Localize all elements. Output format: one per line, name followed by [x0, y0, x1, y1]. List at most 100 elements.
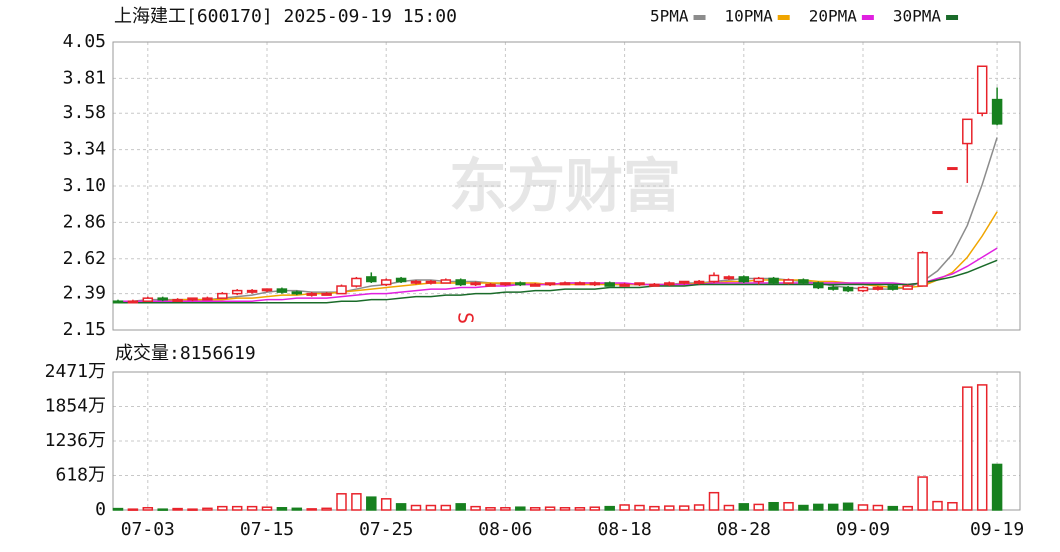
volume-bar [559, 507, 571, 511]
volume-bar [947, 501, 958, 511]
volume-bar [515, 506, 526, 511]
volume-bar [827, 503, 839, 511]
candle-body [157, 297, 168, 301]
volume-bar [276, 507, 288, 511]
y-tick-label: 618万 [55, 464, 106, 485]
volume-bar [500, 507, 511, 511]
candle-body [246, 289, 258, 293]
chart-title: 上海建工[600170] 2025-09-19 15:00 [114, 6, 457, 27]
candle-body [604, 282, 615, 287]
candle-body [649, 283, 660, 287]
volume-bar [872, 504, 884, 511]
volume-bar [693, 504, 705, 511]
candle-body [217, 292, 228, 299]
legend-label: 30PMA [893, 7, 942, 26]
volume-bar [768, 501, 779, 511]
legend-swatch [946, 15, 959, 20]
volume-bar [142, 507, 154, 511]
candle-body [976, 65, 988, 114]
candle-body [723, 276, 735, 280]
candle-body [529, 283, 541, 287]
volume-bar [962, 386, 973, 511]
candle-body [932, 211, 943, 215]
legend-swatch [777, 15, 790, 20]
y-tick-label: 2.39 [63, 283, 106, 304]
volume-bar [783, 501, 794, 511]
candle-body [485, 283, 496, 287]
candle-body [455, 279, 466, 286]
y-tick-label: 3.58 [63, 102, 106, 123]
volume-bar [306, 508, 317, 511]
volume-bar [112, 507, 124, 511]
candle-body [172, 298, 183, 302]
candle-body [887, 285, 899, 290]
volume-bar [887, 505, 899, 511]
volume-bar [619, 504, 630, 511]
y-tick-label: 2.15 [63, 319, 106, 340]
legend-label: 10PMA [725, 7, 774, 26]
volume-bar [425, 504, 437, 511]
candle-body [559, 282, 571, 286]
candle-body [872, 286, 884, 290]
volume-bar [127, 508, 139, 511]
y-tick-label: 3.81 [63, 67, 106, 88]
candle-body [231, 289, 243, 295]
candle-body [261, 288, 273, 292]
volume-bar [902, 505, 913, 511]
x-tick-label: 07-03 [121, 519, 175, 540]
candle-body [708, 274, 720, 283]
volume-bar [261, 506, 273, 511]
candle-body [544, 282, 556, 286]
candle-body [515, 282, 526, 286]
volume-bar [544, 506, 556, 511]
volume-bar [217, 505, 228, 511]
x-tick-label: 07-25 [359, 519, 413, 540]
volume-bar [574, 507, 586, 511]
candle-body [813, 282, 824, 289]
candle-body [664, 282, 675, 286]
candle-body [693, 280, 705, 284]
x-tick-label: 08-06 [478, 519, 532, 540]
volume-bar [932, 500, 943, 511]
volume-title: 成交量:8156619 [115, 343, 256, 364]
volume-bar [321, 507, 332, 511]
volume-bar [172, 507, 183, 511]
candle-body [842, 286, 854, 292]
x-tick-label: 09-19 [970, 519, 1024, 540]
volume-bar [813, 503, 824, 511]
candle-body [142, 297, 154, 302]
candle-body [962, 118, 973, 145]
volume-bar [634, 504, 645, 511]
volume-bar [991, 463, 1003, 511]
candle-body [276, 288, 288, 293]
y-tick-label: 2.62 [63, 248, 106, 269]
plot-frame [112, 41, 1021, 331]
candle-body [425, 280, 437, 284]
volume-bar [649, 505, 660, 511]
volume-bar [976, 384, 988, 511]
candle-body [366, 276, 377, 283]
volume-bar [529, 507, 541, 511]
volume-bar [589, 506, 601, 511]
ma-line [118, 259, 998, 304]
volume-bar [231, 505, 243, 511]
y-tick-label: 3.34 [63, 139, 106, 160]
candle-body [112, 300, 124, 304]
candle-body [857, 286, 869, 292]
candle-body [187, 297, 198, 301]
candle-body [351, 277, 362, 287]
candle-body [127, 300, 139, 304]
legend-label: 20PMA [809, 7, 858, 26]
y-tick-label: 3.10 [63, 175, 106, 196]
volume-bar [604, 505, 615, 511]
volume-bar [753, 503, 764, 511]
ma-line [118, 247, 998, 302]
x-tick-label: 08-28 [717, 519, 771, 540]
candle-body [589, 282, 601, 286]
candle-body [440, 279, 452, 284]
candle-body [768, 277, 779, 284]
legend-swatch [693, 15, 706, 20]
y-tick-label: 2.86 [63, 211, 106, 232]
volume-bar [410, 504, 422, 511]
candle-body [380, 279, 392, 286]
